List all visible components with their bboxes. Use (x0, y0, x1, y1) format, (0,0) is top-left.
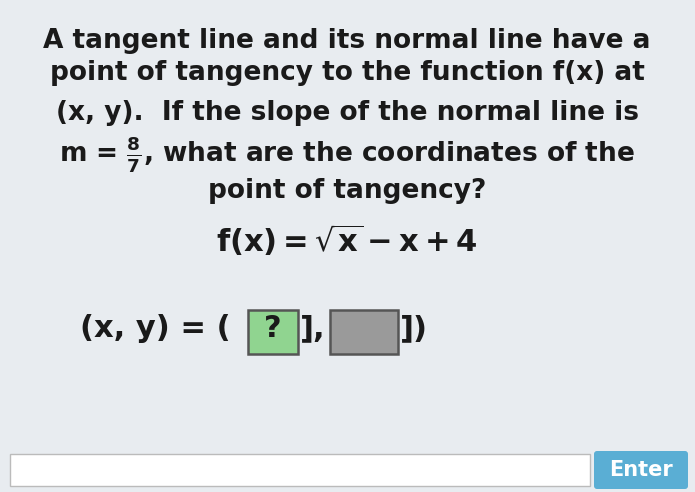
Text: ],: ], (300, 314, 326, 343)
Text: Enter: Enter (609, 460, 673, 480)
Text: point of tangency?: point of tangency? (208, 178, 486, 204)
FancyBboxPatch shape (330, 310, 398, 354)
Text: (x, y) = (: (x, y) = ( (80, 314, 231, 343)
FancyBboxPatch shape (248, 310, 298, 354)
Text: point of tangency to the function f(x) at: point of tangency to the function f(x) a… (49, 60, 644, 86)
Text: (x, y).  If the slope of the normal line is: (x, y). If the slope of the normal line … (56, 100, 639, 126)
Text: ?: ? (264, 314, 281, 343)
FancyBboxPatch shape (10, 454, 590, 486)
Text: $\mathbf{f(x) = \sqrt{x} - x + 4}$: $\mathbf{f(x) = \sqrt{x} - x + 4}$ (216, 222, 477, 258)
FancyBboxPatch shape (594, 451, 688, 489)
Text: ]): ]) (400, 314, 428, 343)
Text: A tangent line and its normal line have a: A tangent line and its normal line have … (43, 28, 651, 54)
Text: m = $\mathbf{\frac{8}{7}}$, what are the coordinates of the: m = $\mathbf{\frac{8}{7}}$, what are the… (59, 135, 635, 175)
